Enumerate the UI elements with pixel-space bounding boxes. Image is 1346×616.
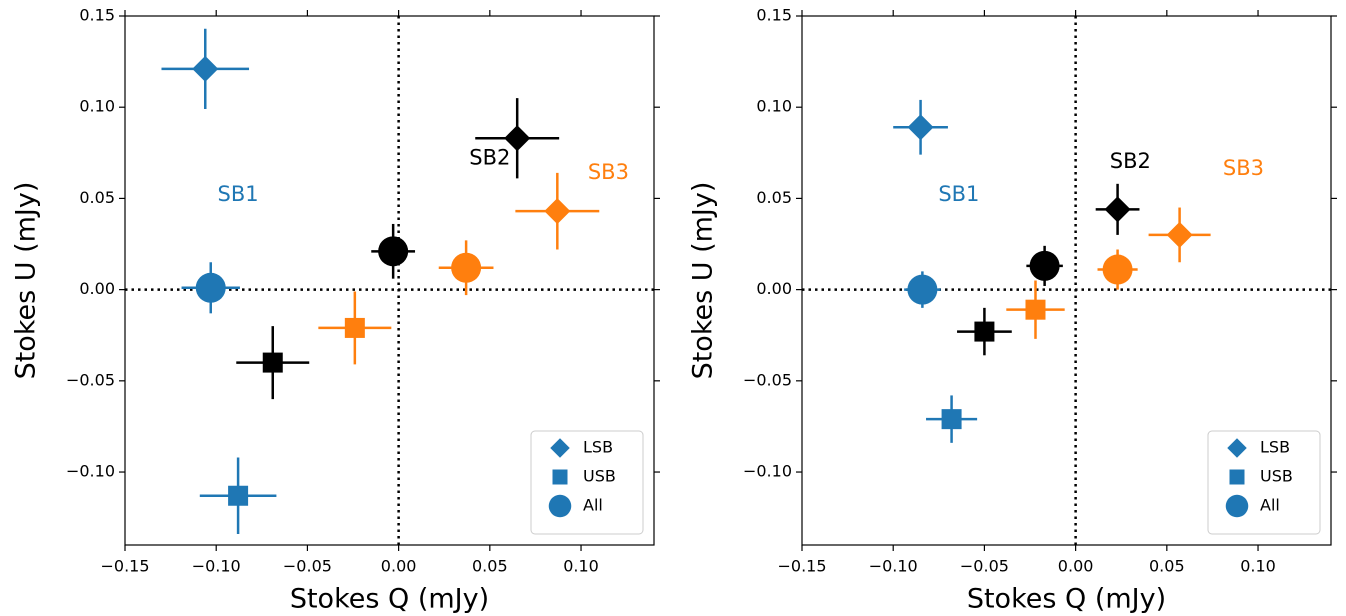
y-tick-label: 0.15	[79, 6, 115, 25]
y-tick-label: 0.15	[756, 6, 792, 25]
marker	[228, 485, 249, 506]
marker	[1029, 250, 1060, 281]
marker	[451, 252, 482, 283]
marker	[195, 272, 226, 303]
x-tick-label: 0.10	[1240, 557, 1276, 576]
x-tick-label: 0.10	[563, 557, 599, 576]
annotation: SB2	[1110, 149, 1151, 173]
x-tick-label: 0.00	[381, 557, 417, 576]
marker	[378, 236, 409, 267]
x-tick-label: −0.15	[777, 557, 826, 576]
y-tick-label: 0.05	[79, 188, 115, 207]
marker	[974, 321, 995, 342]
legend-label: USB	[1260, 467, 1293, 486]
x-tick-label: −0.05	[960, 557, 1009, 576]
annotation: SB1	[938, 182, 979, 206]
y-tick-label: −0.10	[66, 462, 115, 481]
y-tick-label: 0.10	[79, 97, 115, 116]
y-tick-label: 0.10	[756, 97, 792, 116]
marker	[504, 125, 531, 152]
legend-label: All	[1260, 496, 1280, 515]
legend-label: LSB	[583, 438, 613, 457]
legend-label: LSB	[1260, 438, 1290, 457]
y-tick-label: −0.05	[743, 370, 792, 389]
x-tick-label: −0.05	[283, 557, 332, 576]
y-axis-label: Stokes U (mJy)	[688, 182, 719, 380]
x-tick-label: −0.15	[100, 557, 149, 576]
marker	[1025, 299, 1046, 320]
marker	[1104, 196, 1131, 223]
marker	[548, 494, 572, 518]
axes-frame	[124, 15, 655, 546]
marker	[1227, 438, 1247, 458]
y-tick-label: 0.00	[756, 279, 792, 298]
y-tick-label: −0.10	[743, 462, 792, 481]
legend-label: USB	[583, 467, 616, 486]
y-tick-label: −0.05	[66, 370, 115, 389]
marker	[262, 352, 283, 373]
marker	[1229, 469, 1245, 485]
x-tick-label: 0.00	[1058, 557, 1094, 576]
marker	[1102, 254, 1133, 285]
y-tick-label: 0.05	[756, 188, 792, 207]
marker	[550, 438, 570, 458]
marker	[344, 317, 365, 338]
legend-label: All	[583, 496, 603, 515]
marker	[192, 55, 219, 82]
marker	[1166, 221, 1193, 248]
marker	[907, 114, 934, 141]
x-tick-label: 0.05	[1149, 557, 1185, 576]
x-tick-label: 0.05	[472, 557, 508, 576]
marker	[1225, 494, 1249, 518]
y-axis-label: Stokes U (mJy)	[11, 182, 42, 380]
axes-frame	[801, 15, 1332, 546]
y-tick-label: 0.00	[79, 279, 115, 298]
x-axis-label: Stokes Q (mJy)	[290, 584, 489, 615]
annotation: SB3	[1223, 156, 1264, 180]
marker	[544, 198, 571, 225]
annotation: SB3	[588, 160, 629, 184]
marker	[941, 409, 962, 430]
annotation: SB2	[469, 145, 510, 169]
marker	[552, 469, 568, 485]
annotation: SB1	[218, 182, 259, 206]
x-axis-label: Stokes Q (mJy)	[967, 584, 1166, 615]
x-tick-label: −0.10	[192, 557, 241, 576]
x-tick-label: −0.10	[869, 557, 918, 576]
marker	[907, 274, 938, 305]
